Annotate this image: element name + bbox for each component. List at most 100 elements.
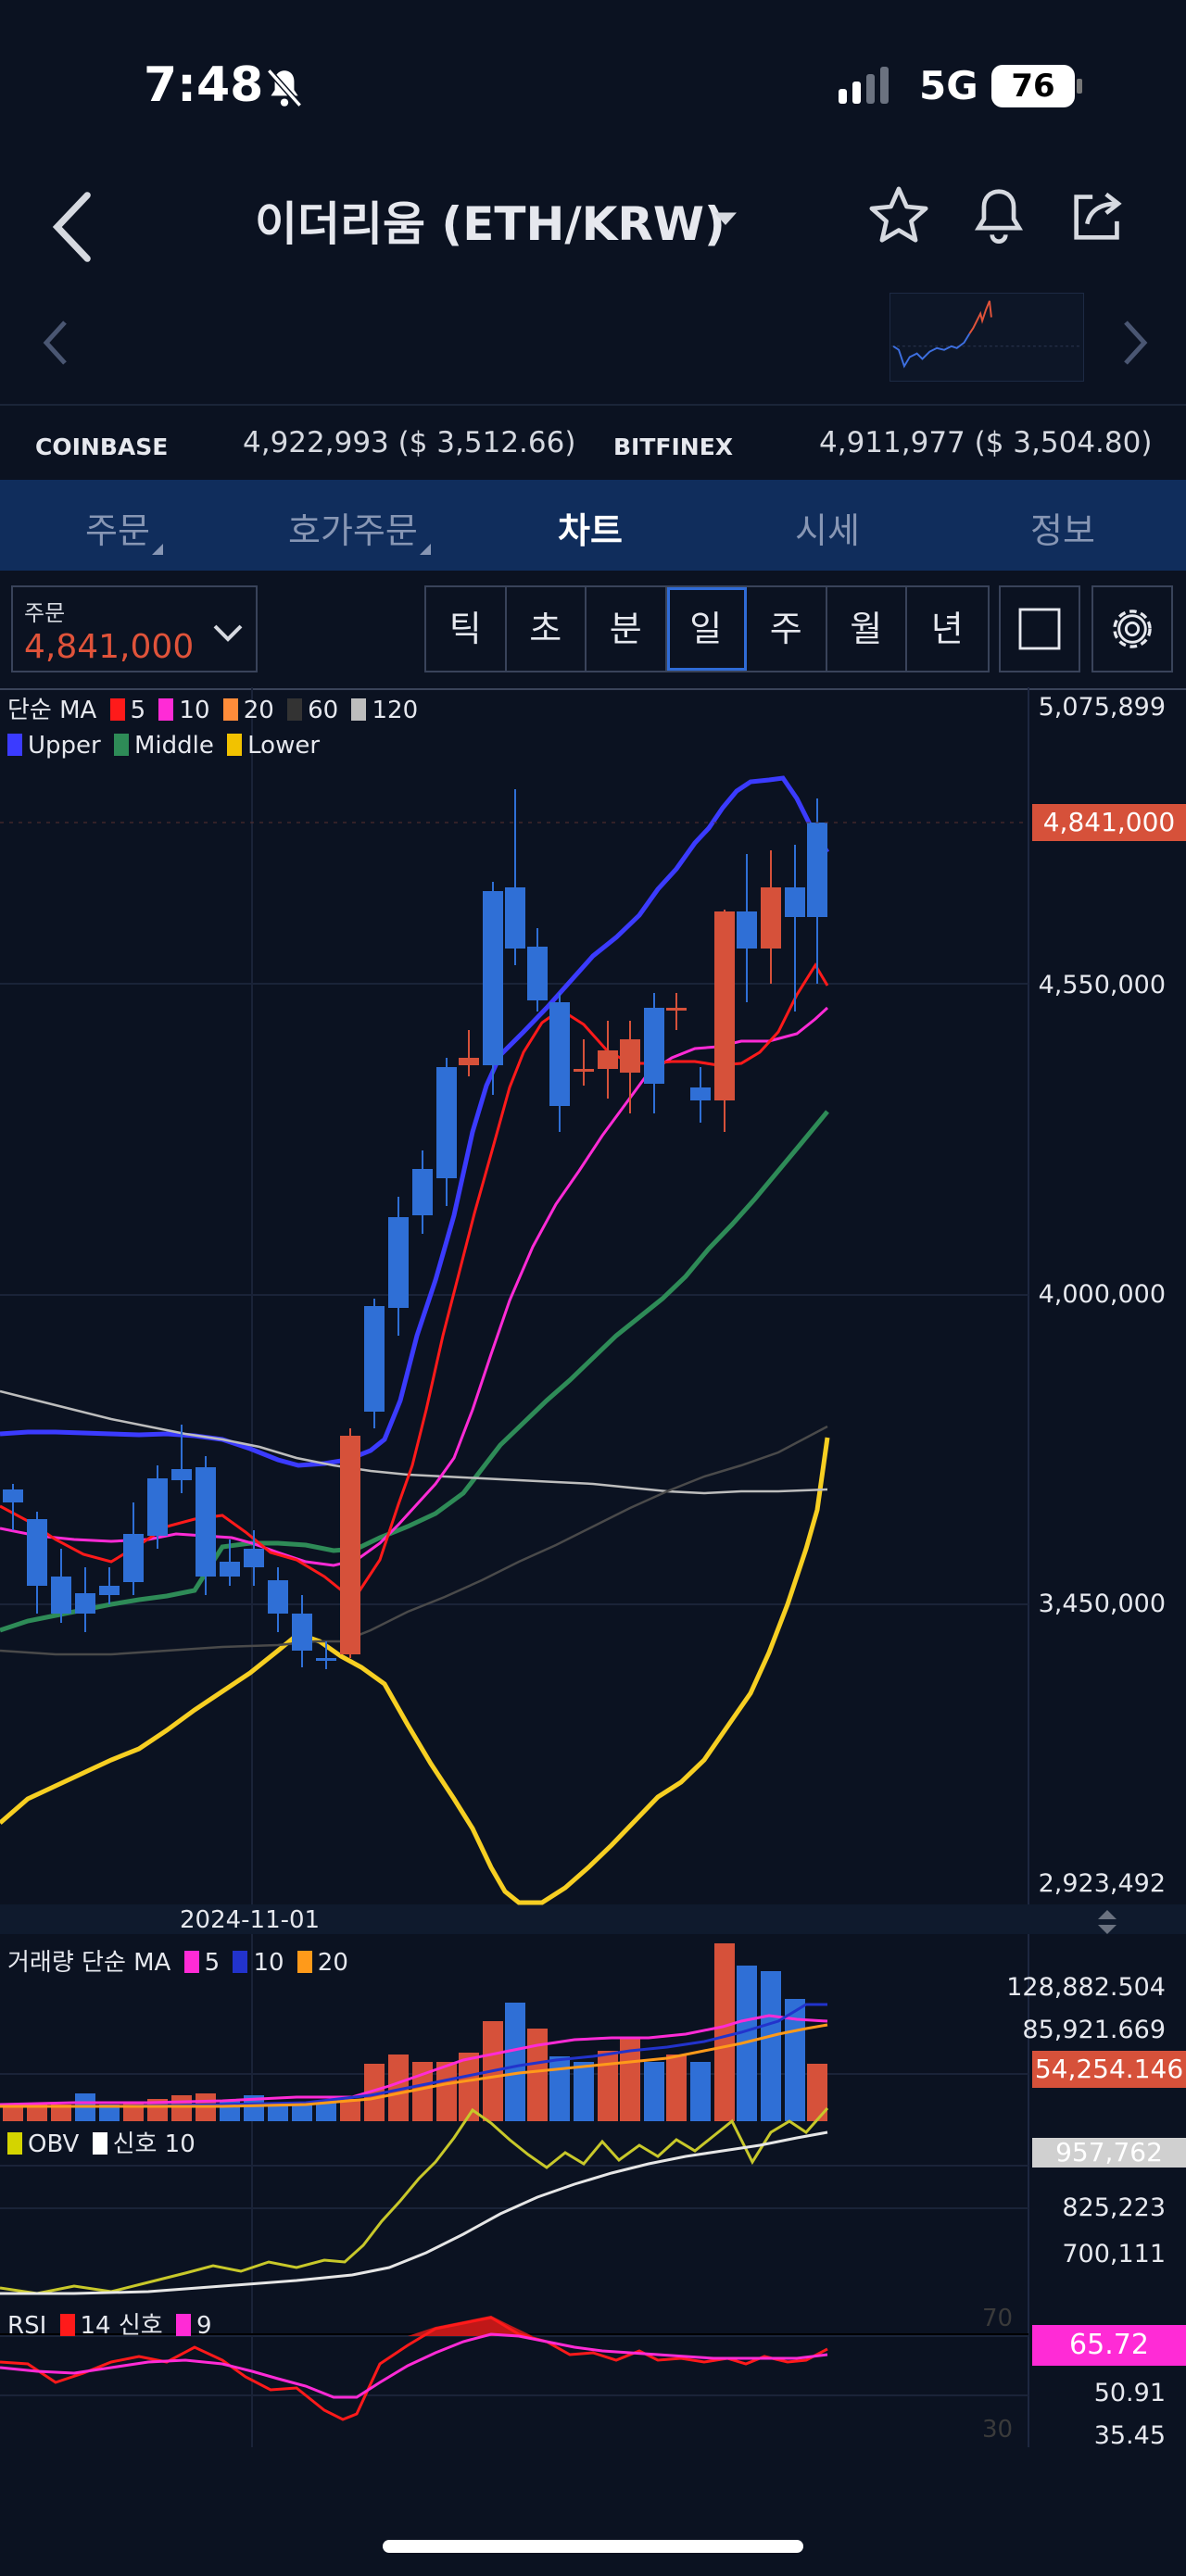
exchange-price: 4,911,977 ($ 3,504.80) xyxy=(819,426,1153,459)
ma-5-swatch xyxy=(109,698,125,721)
page-title[interactable]: 이더리움 (ETH/KRW) xyxy=(255,197,725,251)
bb-upper-label: Upper xyxy=(28,732,101,760)
volume-bar xyxy=(51,2105,71,2121)
battery-icon: 76 xyxy=(991,65,1082,107)
volume-ma-10-line xyxy=(0,2003,827,2108)
obv-signal-label: 신호 10 xyxy=(112,2130,196,2158)
obv-current-tag: 957,762 xyxy=(1032,2138,1186,2168)
exchange-name: COINBASE xyxy=(35,434,169,460)
price-chart-area[interactable]: 단순 MA 5 10 20 60 120 Upper Middle Lower … xyxy=(0,687,1186,2450)
obv-signal-swatch xyxy=(92,2132,107,2155)
bb-legend[interactable]: Upper Middle Lower xyxy=(2,732,320,760)
rsi-signal-line xyxy=(0,2332,828,2399)
volume-bar xyxy=(292,2105,312,2121)
bb-middle-swatch xyxy=(114,734,129,756)
back-icon[interactable] xyxy=(44,185,100,269)
ma-10-line xyxy=(0,1006,829,1567)
bb-lower-label: Lower xyxy=(247,732,321,760)
candle-body xyxy=(459,1058,479,1065)
volume-legend[interactable]: 거래량 단순 MA 5 10 20 xyxy=(7,1943,348,1978)
chevron-right-icon[interactable] xyxy=(1117,315,1154,371)
star-icon[interactable] xyxy=(866,183,931,248)
volume-bar xyxy=(714,1943,735,2121)
ma-legend[interactable]: 단순 MA 5 10 20 60 120 xyxy=(7,691,418,725)
price-axis-label: 2,923,492 xyxy=(1038,1869,1166,1898)
candle-body xyxy=(737,911,757,949)
volume-bar xyxy=(316,2101,336,2121)
candle-body xyxy=(412,1169,433,1215)
fullscreen-icon[interactable] xyxy=(999,585,1080,672)
network-type: 5G xyxy=(919,63,978,108)
period-tick[interactable]: 틱 xyxy=(426,587,507,671)
price-axis-label: 4,550,000 xyxy=(1038,971,1166,999)
candle-body xyxy=(220,1562,240,1577)
volume-ma-5-swatch xyxy=(183,1951,199,1973)
period-week[interactable]: 주 xyxy=(747,587,827,671)
candle-body xyxy=(666,1008,687,1011)
bb-middle-line xyxy=(0,1110,829,1633)
exchange-price: 4,922,993 ($ 3,512.66) xyxy=(243,426,576,459)
volume-bar xyxy=(574,2062,594,2121)
mini-price-chart[interactable] xyxy=(890,293,1084,382)
candle-body xyxy=(316,1658,336,1661)
candle-body xyxy=(364,1306,385,1412)
candle-body xyxy=(620,1039,640,1073)
tab-quote-order[interactable]: 호가주문 xyxy=(288,502,431,555)
gear-icon[interactable] xyxy=(1091,585,1173,672)
caret-down-icon[interactable] xyxy=(712,206,739,233)
volume-bar xyxy=(761,1971,781,2121)
order-price-select[interactable]: 주문 4,841,000 xyxy=(11,585,258,672)
obv-legend[interactable]: OBV 신호 10 xyxy=(2,2125,196,2159)
volume-axis-label: 128,882.504 xyxy=(1006,1973,1166,2002)
tab-chart[interactable]: 차트 xyxy=(558,510,623,551)
rsi-label: RSI xyxy=(7,2312,47,2340)
tab-market-price[interactable]: 시세 xyxy=(795,510,860,551)
ma-5-label: 5 xyxy=(130,697,146,724)
tab-order[interactable]: 주문 xyxy=(85,502,163,555)
price-axis-label: 5,075,899 xyxy=(1038,693,1166,722)
rsi-legend[interactable]: RSI 14 신호 9 xyxy=(7,2306,212,2341)
rsi-overbought-level: 70 xyxy=(982,2305,1014,2332)
candle-body xyxy=(340,1436,360,1654)
home-indicator[interactable] xyxy=(383,2540,803,2553)
candle-body xyxy=(51,1577,71,1614)
chart-canvas[interactable] xyxy=(0,687,1186,2447)
volume-ma-5-line xyxy=(0,2014,828,2106)
period-year[interactable]: 년 xyxy=(930,609,964,649)
app-header: 이더리움 (ETH/KRW) xyxy=(0,167,1186,306)
volume-bar xyxy=(807,2064,827,2121)
volume-ma-5-label: 5 xyxy=(204,1949,221,1977)
chevron-left-icon[interactable] xyxy=(37,315,74,371)
tab-info[interactable]: 정보 xyxy=(1030,510,1095,551)
status-time: 7:48 xyxy=(144,57,264,113)
volume-bar xyxy=(99,2105,120,2121)
candle-body xyxy=(549,1002,570,1106)
candle-body xyxy=(714,911,735,1100)
volume-ma-10-swatch xyxy=(233,1951,248,1973)
volume-current-tag: 54,254.146 xyxy=(1032,2051,1186,2088)
ma-120-label: 120 xyxy=(372,697,419,724)
volume-bar xyxy=(598,2051,618,2121)
period-minute[interactable]: 분 xyxy=(587,587,667,671)
bell-icon[interactable] xyxy=(966,183,1031,248)
rsi-axis-label: 50.91 xyxy=(1093,2379,1166,2407)
rsi-current-tag: 65.72 xyxy=(1032,2325,1186,2366)
period-day[interactable]: 일 xyxy=(666,587,747,671)
share-icon[interactable] xyxy=(1066,183,1130,248)
bb-upper-line xyxy=(0,775,830,1468)
bb-upper-swatch xyxy=(7,734,22,756)
candle-body xyxy=(483,891,503,1065)
ma-60-line xyxy=(0,1425,828,1656)
volume-bar xyxy=(3,2105,23,2121)
volume-legend-label: 거래량 단순 MA xyxy=(7,1949,171,1977)
bb-lower-line xyxy=(0,1437,830,1905)
cell-signal-icon xyxy=(839,67,894,104)
volume-ma-20-label: 20 xyxy=(317,1949,348,1977)
rsi-swatch xyxy=(59,2314,75,2336)
volume-bar xyxy=(364,2064,385,2121)
period-month[interactable]: 월 xyxy=(827,587,907,671)
volume-axis-label: 85,921.669 xyxy=(1022,2016,1166,2044)
volume-bar xyxy=(620,2038,640,2121)
period-second[interactable]: 초 xyxy=(507,587,587,671)
date-label: 2024-11-01 xyxy=(180,1906,321,1934)
